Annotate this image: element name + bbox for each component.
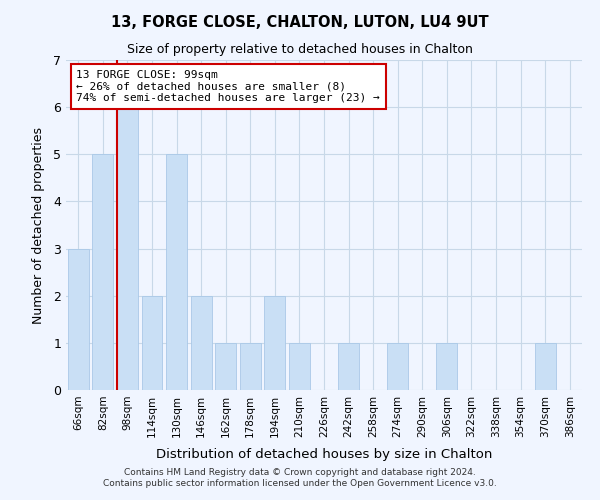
Bar xyxy=(240,343,261,390)
Bar xyxy=(117,107,138,390)
Bar xyxy=(387,343,408,390)
Bar xyxy=(142,296,163,390)
Bar xyxy=(191,296,212,390)
Bar xyxy=(535,343,556,390)
Text: Size of property relative to detached houses in Chalton: Size of property relative to detached ho… xyxy=(127,42,473,56)
Text: 13 FORGE CLOSE: 99sqm
← 26% of detached houses are smaller (8)
74% of semi-detac: 13 FORGE CLOSE: 99sqm ← 26% of detached … xyxy=(76,70,380,103)
Bar xyxy=(265,296,286,390)
Y-axis label: Number of detached properties: Number of detached properties xyxy=(32,126,45,324)
Bar xyxy=(166,154,187,390)
Bar xyxy=(289,343,310,390)
Bar xyxy=(92,154,113,390)
X-axis label: Distribution of detached houses by size in Chalton: Distribution of detached houses by size … xyxy=(156,448,492,461)
Bar xyxy=(338,343,359,390)
Bar xyxy=(215,343,236,390)
Bar xyxy=(436,343,457,390)
Text: Contains HM Land Registry data © Crown copyright and database right 2024.
Contai: Contains HM Land Registry data © Crown c… xyxy=(103,468,497,487)
Text: 13, FORGE CLOSE, CHALTON, LUTON, LU4 9UT: 13, FORGE CLOSE, CHALTON, LUTON, LU4 9UT xyxy=(111,15,489,30)
Bar xyxy=(68,248,89,390)
